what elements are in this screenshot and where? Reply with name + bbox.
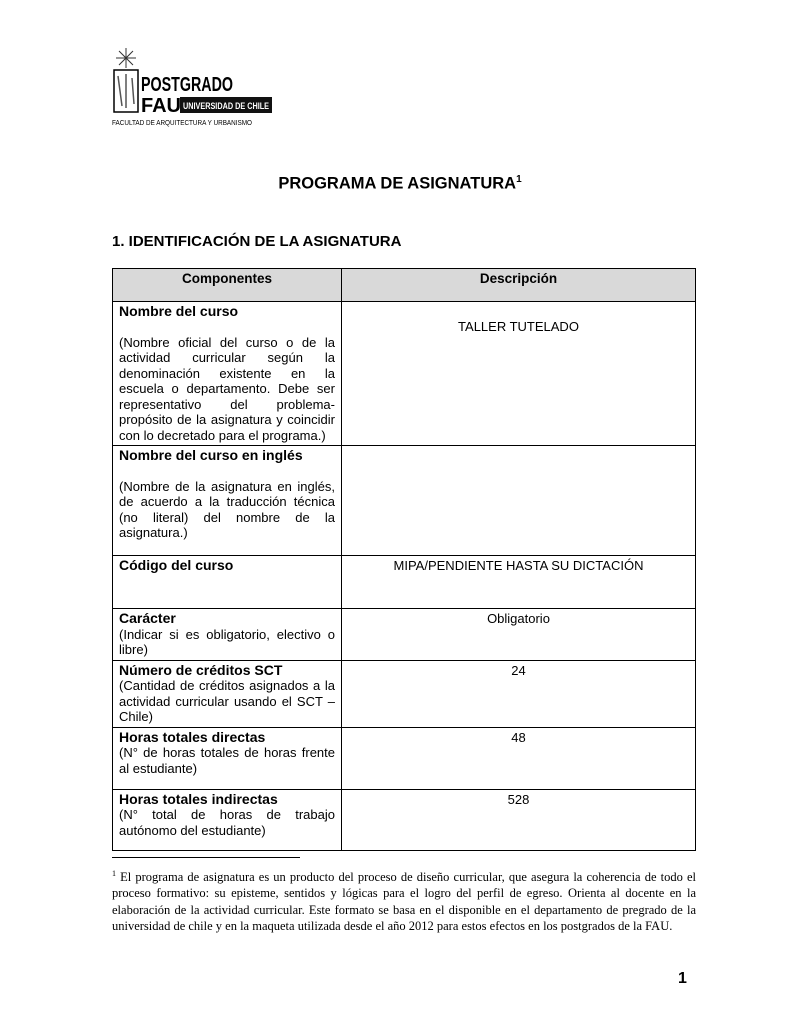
footnote-mark: 1 <box>112 869 116 878</box>
row-note: (N° total de horas de trabajo autónomo d… <box>119 807 335 838</box>
logo-postgrado: POSTGRADO <box>141 74 233 96</box>
header-descripcion: Descripción <box>341 268 696 302</box>
page-number: 1 <box>678 970 687 987</box>
row-value: MIPA/PENDIENTE HASTA SU DICTACIÓN <box>393 558 644 573</box>
footnote-divider <box>112 857 300 858</box>
table-row: Número de créditos SCT (Cantidad de crédi… <box>112 659 696 728</box>
row-value: Obligatorio <box>487 611 550 626</box>
row-value: 48 <box>511 729 526 745</box>
table-row: Horas totales indirectas (N° total de hor… <box>112 788 696 851</box>
identification-table: Componentes Descripción Nombre del curso (… <box>112 268 696 851</box>
section-heading: 1. IDENTIFICACIÓN DE LA ASIGNATURA <box>112 233 402 250</box>
row-label: Horas totales indirectas <box>119 790 278 807</box>
footnote: 1 El programa de asignatura es un produc… <box>112 866 696 934</box>
table-row: Carácter (Indicar si es obligatorio, elec… <box>112 608 696 661</box>
logo-caption: FACULTAD DE ARQUITECTURA Y URBANISMO <box>112 120 252 127</box>
row-label: Nombre del curso en inglés <box>119 447 303 463</box>
table-row: Código del curso MIPA/PENDIENTE HASTA SU … <box>112 555 696 609</box>
row-value: 528 <box>507 791 530 807</box>
row-note: (Nombre oficial del curso o de la activi… <box>119 334 335 443</box>
row-note: (Cantidad de créditos asignados a la act… <box>119 678 335 724</box>
row-label: Carácter <box>119 610 176 626</box>
header-componentes: Componentes <box>112 268 342 302</box>
sun-icon <box>116 48 136 68</box>
row-value: 24 <box>511 662 526 678</box>
title-text: PROGRAMA DE ASIGNATURA <box>278 174 517 193</box>
row-note: (Indicar si es obligatorio, electivo o l… <box>119 626 335 658</box>
logo-fau: FAU <box>141 95 181 117</box>
row-label: Horas totales directas <box>119 728 266 745</box>
table-row: Horas totales directas (N° de horas total… <box>112 726 696 790</box>
row-note: (Nombre de la asignatura en inglés, de a… <box>119 478 335 541</box>
footnote-text: El programa de asignatura es un producto… <box>112 870 696 933</box>
row-note: (N° de horas totales de horas frente al … <box>119 745 335 776</box>
table-header: Componentes Descripción <box>112 268 696 302</box>
logo-badge: UNIVERSIDAD DE CHILE <box>183 101 269 111</box>
row-value: TALLER TUTELADO <box>458 319 579 334</box>
footnote-ref[interactable]: 1 <box>516 174 522 185</box>
logo-badge-bg <box>180 97 272 113</box>
row-label: Nombre del curso <box>119 303 239 319</box>
row-label: Código del curso <box>119 557 234 573</box>
table-row: Nombre del curso (Nombre oficial del curs… <box>112 301 696 446</box>
page-title: PROGRAMA DE ASIGNATURA1 <box>0 174 800 194</box>
row-label: Número de créditos SCT <box>119 661 283 678</box>
postgrado-fau-logo: POSTGRADO FAU UNIVERSIDAD DE CHILE FACUL… <box>112 48 272 127</box>
table-row: Nombre del curso en inglés (Nombre de la … <box>112 445 696 556</box>
